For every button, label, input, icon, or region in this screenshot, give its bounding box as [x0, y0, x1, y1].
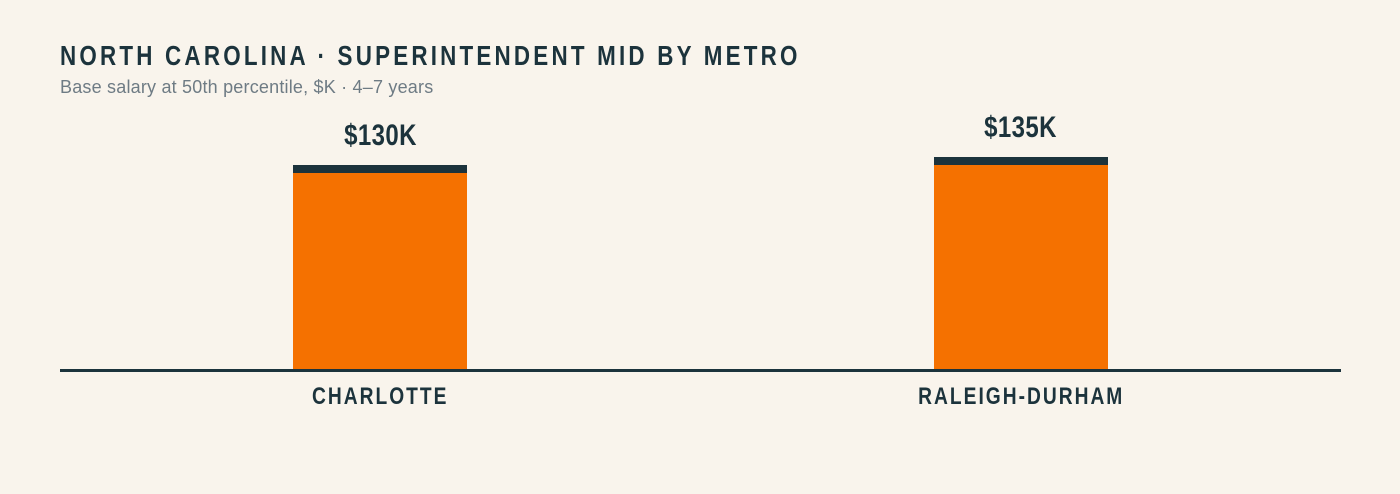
bar-value-label-charlotte: $130K	[343, 119, 417, 152]
bar-value-label-raleigh-durham: $135K	[984, 111, 1058, 144]
bar-group-charlotte: $130K	[60, 110, 701, 370]
chart-title: NORTH CAROLINA · SUPERINTENDENT MID BY M…	[60, 40, 801, 71]
bar-cap-raleigh-durham	[933, 157, 1108, 165]
x-axis-labels: CHARLOTTE RALEIGH-DURHAM	[60, 383, 1341, 411]
x-axis-line	[60, 369, 1341, 372]
x-axis-label-charlotte: CHARLOTTE	[312, 383, 449, 410]
bar-cap-charlotte	[293, 165, 468, 173]
bar-charlotte	[293, 165, 468, 370]
chart-subtitle: Base salary at 50th percentile, $K · 4–7…	[60, 77, 434, 97]
plot-area: $130K $135K	[60, 110, 1341, 370]
bar-raleigh-durham	[933, 157, 1108, 370]
x-axis-label-raleigh-durham: RALEIGH-DURHAM	[917, 383, 1124, 410]
bar-group-raleigh-durham: $135K	[701, 110, 1342, 370]
